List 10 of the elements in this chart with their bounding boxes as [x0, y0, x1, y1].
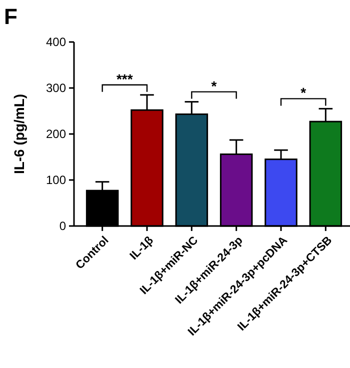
- y-tick-label: 100: [46, 173, 66, 188]
- annotation: *: [300, 84, 307, 101]
- y-axis-title: IL-6 (pg/mL): [11, 94, 27, 174]
- annotation: *: [211, 78, 218, 94]
- y-tick-label: 400: [46, 35, 66, 50]
- y-tick-label: 0: [59, 219, 66, 234]
- annotation: ***: [116, 70, 134, 87]
- y-tick-label: 200: [46, 127, 66, 142]
- y-tick-label: 300: [46, 81, 66, 96]
- chart-title: F: [4, 4, 18, 29]
